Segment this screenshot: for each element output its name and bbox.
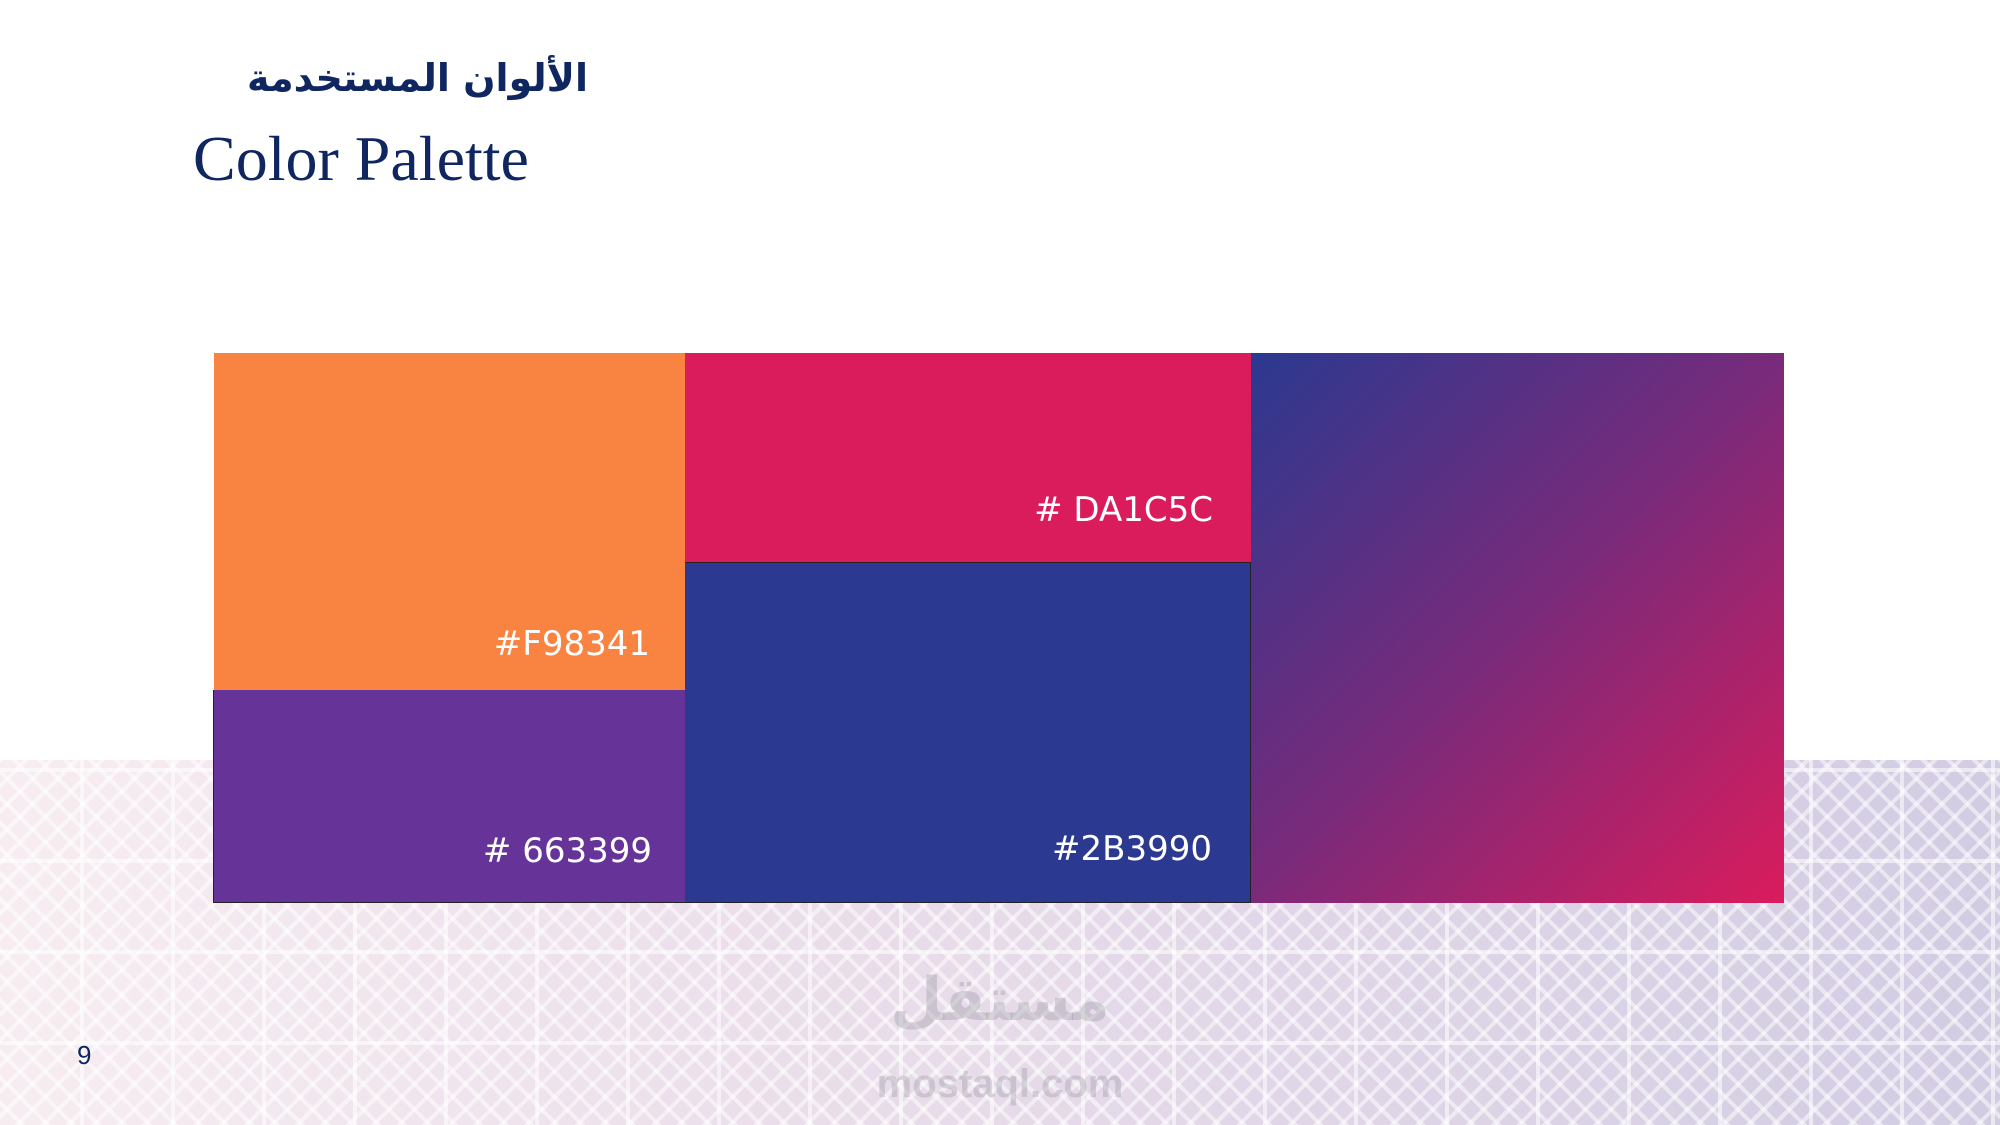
page-title: Color Palette — [193, 123, 529, 194]
swatch-gradient — [1251, 353, 1784, 903]
swatch-label: #2B3990 — [1052, 829, 1212, 869]
swatch-purple: # 663399 — [213, 690, 685, 903]
watermark-arabic: مستقل — [890, 965, 1110, 1035]
page-number: 9 — [77, 1040, 92, 1070]
watermark-english: mostaql.com — [876, 1062, 1124, 1106]
swatch-red: # DA1C5C — [685, 353, 1251, 562]
swatch-orange: #F98341 — [214, 353, 685, 690]
swatch-label: # DA1C5C — [1034, 490, 1213, 530]
swatch-label: #F98341 — [493, 624, 650, 664]
swatch-label: # 663399 — [482, 831, 652, 871]
swatch-blue: #2B3990 — [685, 562, 1251, 903]
arabic-title: الألوان المستخدمة — [247, 56, 588, 100]
